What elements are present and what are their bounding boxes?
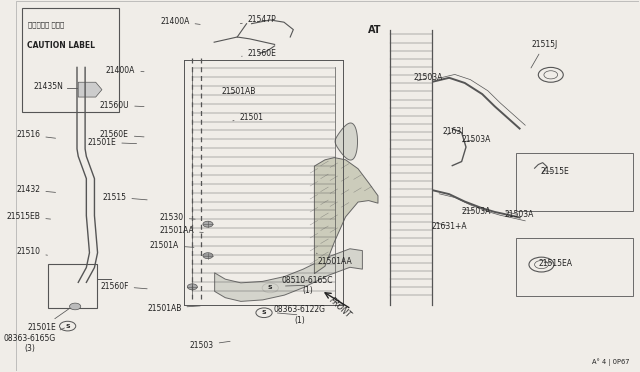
Circle shape [188, 284, 197, 290]
Text: 21501AA: 21501AA [159, 226, 204, 235]
Text: FRONT: FRONT [328, 296, 353, 320]
Polygon shape [78, 82, 102, 97]
FancyBboxPatch shape [22, 8, 119, 112]
Text: 21501AB: 21501AB [222, 87, 256, 96]
Text: 21560U: 21560U [100, 101, 144, 110]
Text: 21503A: 21503A [505, 211, 534, 219]
Text: 21432: 21432 [17, 185, 56, 194]
Text: 21400A: 21400A [160, 17, 200, 26]
Text: 21560E: 21560E [100, 130, 144, 140]
Text: 21510: 21510 [17, 247, 47, 256]
Bar [516, 238, 633, 296]
Text: 21516: 21516 [17, 130, 56, 140]
Text: 21515EA: 21515EA [538, 259, 572, 267]
Text: S: S [268, 285, 273, 291]
Bar [49, 264, 97, 308]
Text: S: S [262, 310, 266, 315]
Text: 21501: 21501 [233, 113, 264, 122]
Circle shape [203, 253, 213, 259]
Bar [516, 153, 633, 211]
Text: 21503A: 21503A [414, 73, 444, 82]
Text: 21515J: 21515J [531, 40, 557, 68]
Text: 21503: 21503 [189, 341, 230, 350]
Text: 21501E: 21501E [28, 309, 68, 332]
Text: S: S [65, 324, 70, 328]
Text: 21631+A: 21631+A [431, 221, 467, 231]
Circle shape [70, 303, 81, 310]
Text: 21515E: 21515E [541, 167, 570, 176]
Text: 21501AA: 21501AA [316, 253, 353, 266]
Text: 21560E: 21560E [241, 49, 276, 58]
Text: 21503A: 21503A [461, 207, 491, 216]
Text: AT: AT [368, 25, 381, 35]
Text: 21501A: 21501A [150, 241, 194, 250]
Text: 08363-6165G
(3): 08363-6165G (3) [3, 328, 65, 353]
Text: 21501E: 21501E [88, 138, 136, 147]
Text: A° 4 | 0P67: A° 4 | 0P67 [593, 358, 630, 366]
Text: 21503A: 21503A [461, 135, 491, 144]
Text: コーション ラベル: コーション ラベル [28, 21, 65, 28]
Text: 21435N: 21435N [33, 83, 63, 92]
Text: 21560F: 21560F [100, 282, 147, 291]
Polygon shape [335, 123, 358, 160]
Text: CAUTION LABEL: CAUTION LABEL [27, 41, 95, 51]
Text: 21400A: 21400A [106, 66, 144, 75]
Text: 21501AB: 21501AB [147, 304, 200, 313]
Circle shape [203, 221, 213, 227]
Text: 21530: 21530 [160, 213, 195, 222]
Text: 08510-6165C
(1): 08510-6165C (1) [282, 276, 333, 295]
Text: 2163l: 2163l [443, 126, 464, 136]
Text: 21547P: 21547P [241, 15, 276, 24]
Text: 21515: 21515 [102, 193, 147, 202]
Text: 08363-6122G
(1): 08363-6122G (1) [273, 305, 326, 325]
Text: 21515EB: 21515EB [6, 212, 51, 221]
